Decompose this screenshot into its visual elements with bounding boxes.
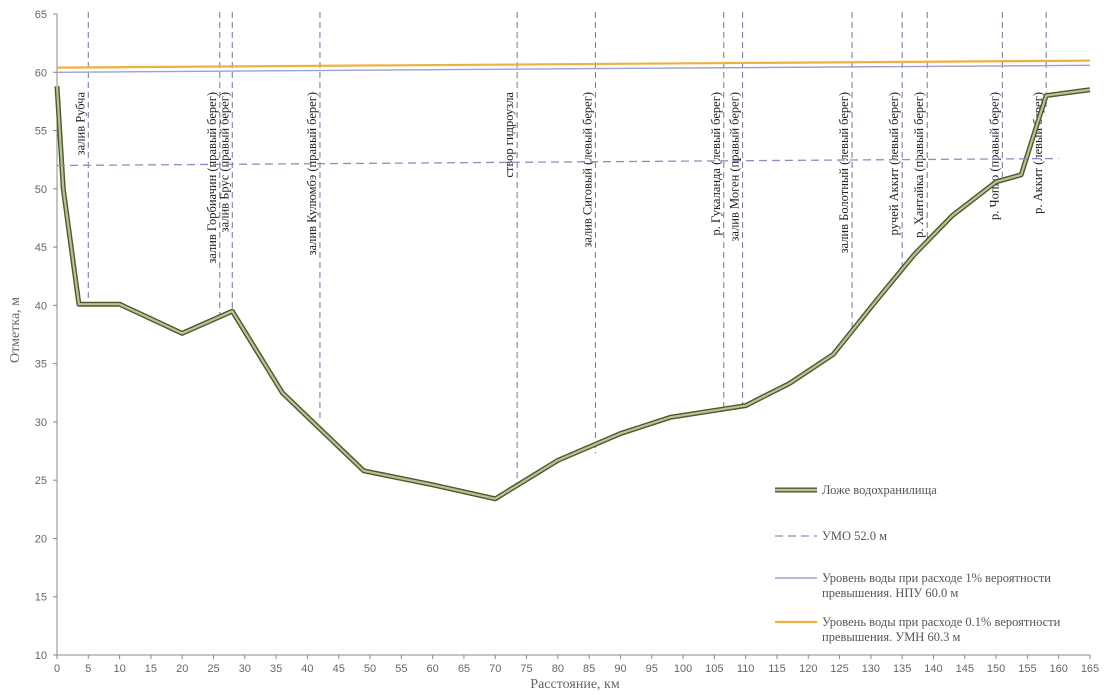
series-line — [56, 157, 1059, 167]
x-tick-label: 85 — [583, 663, 595, 675]
x-tick-label: 40 — [301, 663, 313, 675]
x-tick-label: 45 — [333, 663, 345, 675]
legend: Ложе водохранилища УМО 52.0 м Уровень воды… — [775, 483, 1061, 644]
y-tick-label: 45 — [35, 242, 47, 254]
x-tick-label: 155 — [1018, 663, 1036, 675]
series-line — [56, 64, 1091, 73]
x-tick-label: 110 — [737, 663, 755, 675]
x-tick-label: 145 — [956, 663, 974, 675]
series-line — [55, 86, 1091, 500]
x-tick-label: 135 — [893, 663, 911, 675]
x-tick-label: 150 — [987, 663, 1005, 675]
x-tick-label: 120 — [799, 663, 817, 675]
x-tick-label: 25 — [207, 663, 219, 675]
x-tick-label: 60 — [427, 663, 439, 675]
x-tick-label: 165 — [1081, 663, 1099, 675]
annotation-label: залив Кулюмбэ (правый берег) — [305, 92, 319, 255]
x-tick-label: 0 — [54, 663, 60, 675]
series — [54, 59, 1091, 502]
legend-label: Ложе водохранилища — [822, 483, 937, 497]
y-tick-label: 65 — [35, 9, 47, 21]
x-tick-label: 50 — [364, 663, 376, 675]
y-tick-label: 25 — [35, 475, 47, 487]
x-tick-label: 115 — [768, 663, 786, 675]
legend-label: превышения. НПУ 60.0 м — [822, 586, 958, 600]
annotations: залив Рубча залив Горбиачин (правый берег… — [73, 12, 1047, 489]
annotation-label: створ гидроузла — [502, 92, 516, 178]
annotation-label: р. Гукаланда (левый берег) — [709, 92, 723, 235]
legend-label: УМО 52.0 м — [822, 529, 887, 543]
x-tick-label: 20 — [176, 663, 188, 675]
annotation-label: р. Аккит (левый берег) — [1031, 92, 1045, 214]
annotation-label: залив Горбиачин (правый берег) — [205, 92, 219, 264]
y-tick-label: 15 — [35, 592, 47, 604]
x-tick-label: 30 — [239, 663, 251, 675]
x-tick-label: 100 — [674, 663, 692, 675]
x-tick-label: 15 — [145, 663, 157, 675]
x-axis-label: Расстояние, км — [530, 677, 620, 692]
legend-label: Уровень воды при расходе 0.1% вероятност… — [822, 615, 1061, 629]
x-tick-label: 105 — [705, 663, 723, 675]
y-tick-label: 55 — [35, 126, 47, 138]
x-tick-label: 140 — [924, 663, 942, 675]
annotation-label: р. Хантайка (правый берег) — [912, 92, 926, 238]
y-tick-label: 30 — [35, 417, 47, 429]
y-tick-label: 20 — [35, 533, 47, 545]
y-axis-label: Отметка, м — [8, 297, 23, 363]
x-tick-label: 125 — [830, 663, 848, 675]
x-tick-label: 160 — [1050, 663, 1068, 675]
x-tick-label: 80 — [552, 663, 564, 675]
x-tick-label: 70 — [489, 663, 501, 675]
annotation-label: залив Рубча — [73, 92, 87, 156]
annotation-label: ручей Аккит (левый берег) — [887, 92, 901, 235]
y-tick-label: 10 — [35, 650, 47, 662]
annotation-label: залив Болотный (левый берег) — [837, 92, 851, 253]
x-tick-label: 65 — [458, 663, 470, 675]
x-tick-label: 35 — [270, 663, 282, 675]
legend-label: превышения. УМН 60.3 м — [822, 630, 960, 644]
annotation-label: залив Моген (правый берег) — [728, 92, 742, 242]
y-tick-label: 50 — [35, 184, 47, 196]
annotation-label: залив Сиговый (левый берег) — [580, 92, 594, 248]
x-tick-label: 55 — [395, 663, 407, 675]
y-tick-label: 35 — [35, 359, 47, 371]
x-tick-label: 90 — [614, 663, 626, 675]
x-tick-label: 10 — [113, 663, 125, 675]
axes: 0 5 10 15 20 25 30 35 40 45 50 55 60 65 70 75 80 85 90 95 10… — [35, 9, 1099, 675]
legend-label: Уровень воды при расходе 1% вероятности — [822, 571, 1051, 585]
series-line — [56, 59, 1091, 69]
x-tick-label: 75 — [520, 663, 532, 675]
annotation-label: р. Чопко (правый берег) — [987, 92, 1001, 220]
x-tick-label: 130 — [862, 663, 880, 675]
annotation-label: залив Брус (правый берег) — [217, 92, 231, 232]
x-tick-label: 5 — [85, 663, 91, 675]
y-tick-label: 60 — [35, 67, 47, 79]
y-tick-label: 40 — [35, 300, 47, 312]
x-tick-label: 95 — [646, 663, 658, 675]
